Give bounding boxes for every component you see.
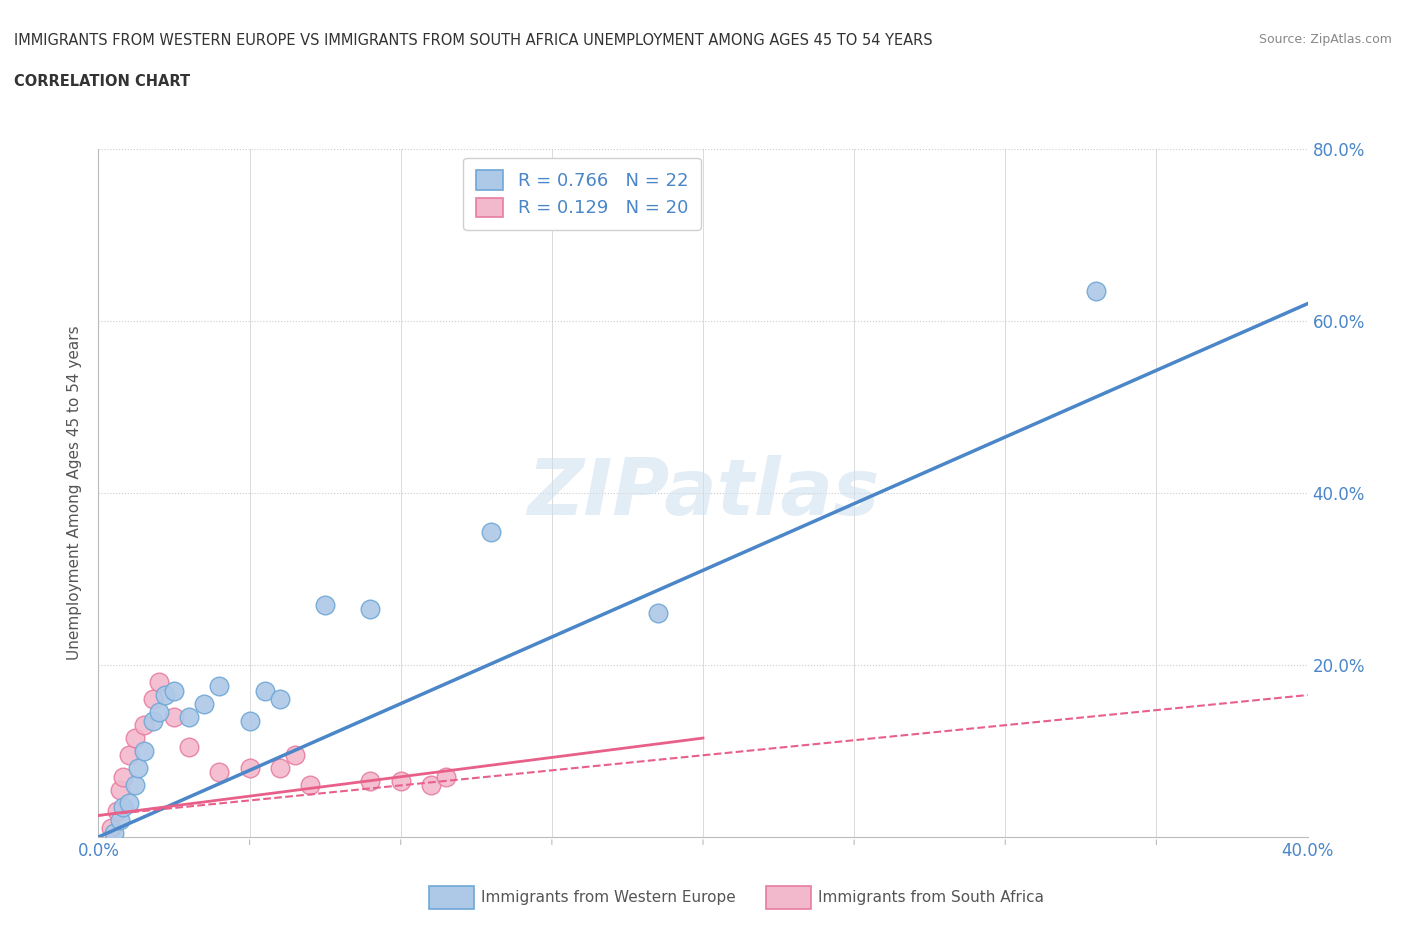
Point	[1085, 284, 1108, 299]
Point	[284, 748, 307, 763]
Point	[100, 821, 122, 836]
Point	[389, 774, 412, 789]
Point	[118, 748, 141, 763]
Y-axis label: Unemployment Among Ages 45 to 54 years: Unemployment Among Ages 45 to 54 years	[67, 326, 83, 660]
Text: Immigrants from South Africa: Immigrants from South Africa	[818, 890, 1045, 905]
Point	[163, 684, 186, 698]
Point	[360, 774, 382, 789]
Point	[142, 692, 165, 707]
Point	[124, 731, 146, 746]
Point	[360, 602, 382, 617]
Point	[647, 606, 669, 621]
Point	[124, 777, 146, 792]
Point	[179, 739, 201, 754]
Point	[127, 761, 149, 776]
Point	[239, 713, 262, 728]
Point	[434, 769, 457, 784]
Point	[105, 804, 128, 818]
Point	[103, 825, 125, 840]
Point	[314, 597, 336, 612]
Point	[108, 813, 131, 828]
Text: IMMIGRANTS FROM WESTERN EUROPE VS IMMIGRANTS FROM SOUTH AFRICA UNEMPLOYMENT AMON: IMMIGRANTS FROM WESTERN EUROPE VS IMMIGR…	[14, 33, 932, 47]
Point	[142, 713, 165, 728]
Point	[193, 697, 215, 711]
Point	[253, 684, 276, 698]
Point	[153, 687, 176, 702]
Text: ZIPatlas: ZIPatlas	[527, 455, 879, 531]
Point	[108, 782, 131, 797]
Point	[420, 777, 443, 792]
Point	[111, 769, 134, 784]
Point	[269, 761, 291, 776]
Point	[132, 744, 155, 759]
Legend: R = 0.766   N = 22, R = 0.129   N = 20: R = 0.766 N = 22, R = 0.129 N = 20	[464, 158, 700, 230]
Point	[148, 675, 170, 690]
Point	[208, 679, 231, 694]
Point	[208, 765, 231, 780]
Point	[239, 761, 262, 776]
Point	[163, 710, 186, 724]
Point	[299, 777, 322, 792]
Text: Immigrants from Western Europe: Immigrants from Western Europe	[481, 890, 735, 905]
Point	[269, 692, 291, 707]
Text: Source: ZipAtlas.com: Source: ZipAtlas.com	[1258, 33, 1392, 46]
Point	[132, 718, 155, 733]
Point	[148, 705, 170, 720]
Text: CORRELATION CHART: CORRELATION CHART	[14, 74, 190, 89]
Point	[111, 800, 134, 815]
Point	[118, 795, 141, 810]
Point	[179, 710, 201, 724]
Point	[481, 525, 503, 539]
